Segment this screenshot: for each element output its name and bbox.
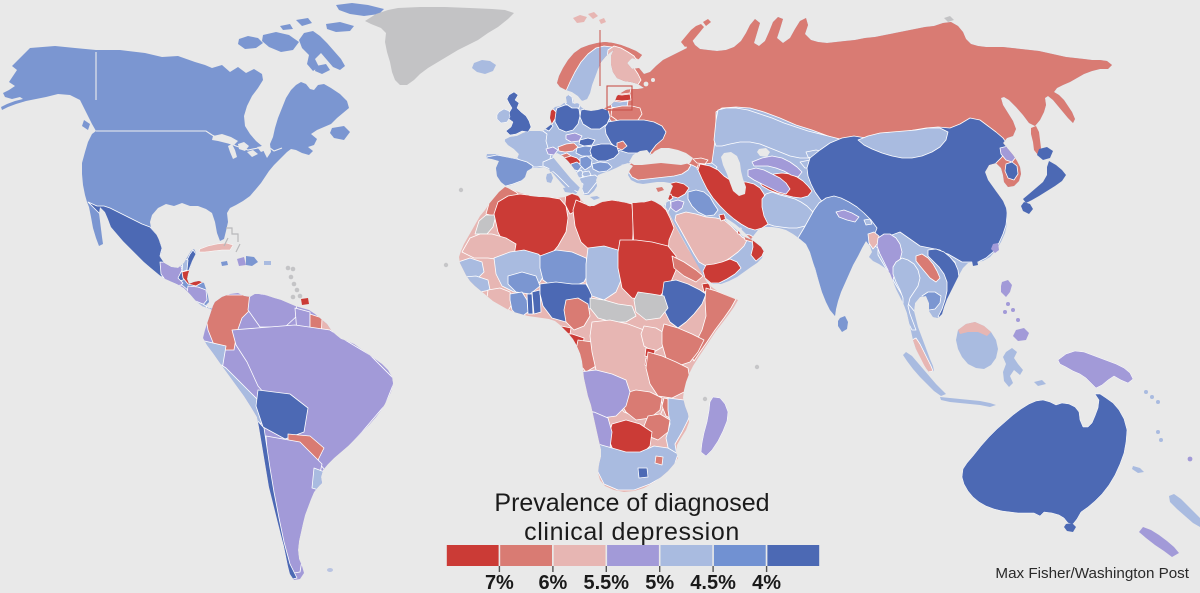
svg-text:5%: 5% <box>645 572 674 593</box>
svg-text:Max Fisher/Washington Post: Max Fisher/Washington Post <box>995 565 1189 582</box>
svg-text:5.5%: 5.5% <box>584 572 630 593</box>
svg-text:6%: 6% <box>538 572 567 593</box>
svg-text:clinical depression: clinical depression <box>524 518 740 546</box>
svg-text:Prevalence of diagnosed: Prevalence of diagnosed <box>494 489 769 517</box>
svg-text:4%: 4% <box>752 572 781 593</box>
svg-text:7%: 7% <box>485 572 514 593</box>
svg-text:4.5%: 4.5% <box>690 572 736 593</box>
